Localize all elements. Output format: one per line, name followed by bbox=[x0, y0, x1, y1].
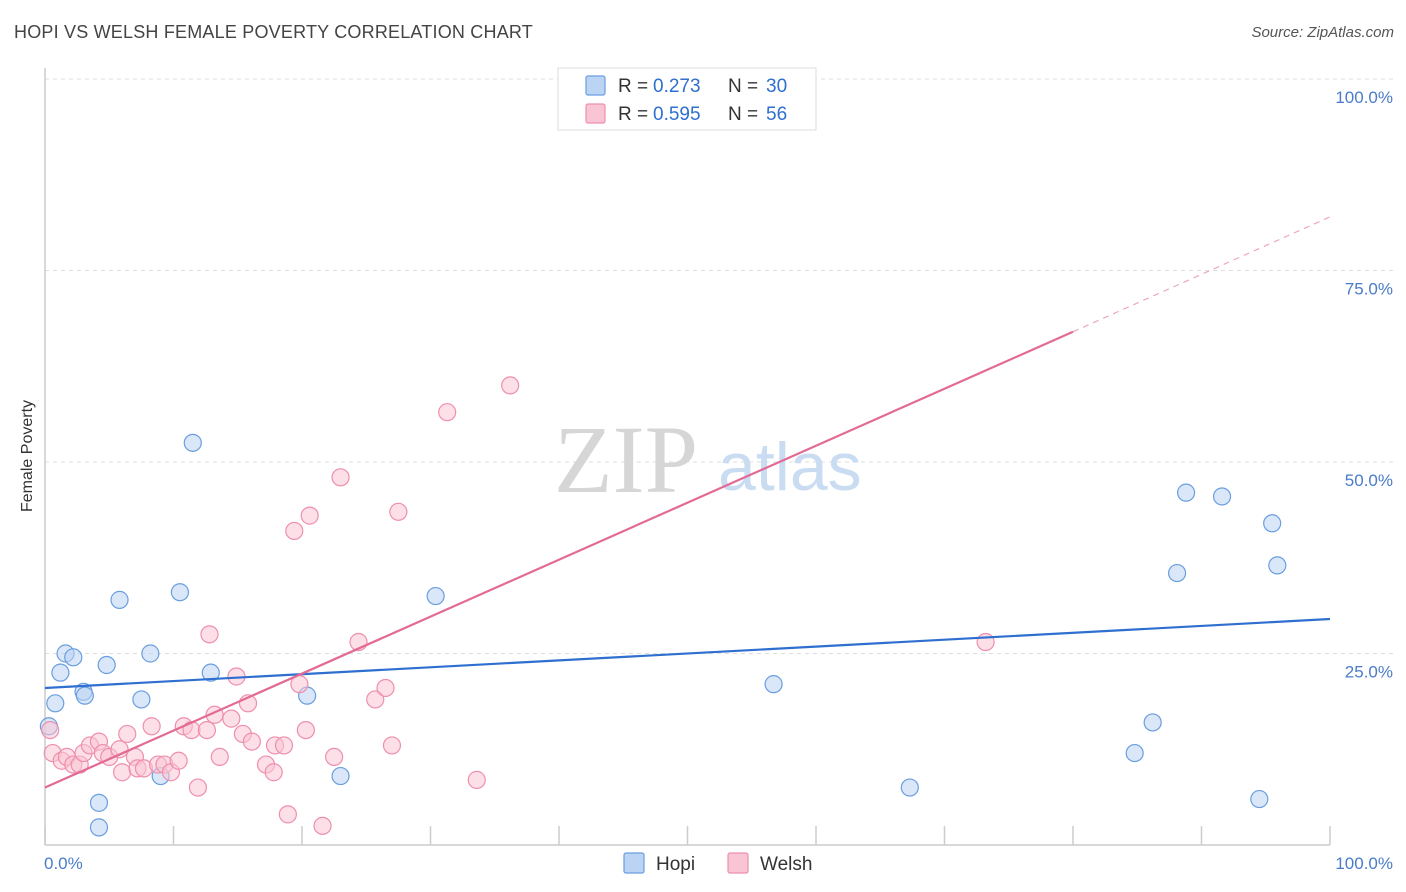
welsh-point bbox=[438, 403, 457, 422]
welsh-point bbox=[222, 709, 241, 728]
axes bbox=[44, 68, 1331, 846]
legend-r-value: 0.595 bbox=[653, 104, 701, 125]
legend-r-value: 0.273 bbox=[653, 76, 701, 97]
welsh-point bbox=[118, 724, 137, 744]
welsh-point bbox=[274, 736, 294, 755]
welsh-point bbox=[169, 751, 188, 770]
welsh-point bbox=[278, 805, 297, 824]
welsh-point bbox=[41, 720, 60, 740]
chart-title: HOPI VS WELSH FEMALE POVERTY CORRELATION… bbox=[14, 22, 533, 42]
source-label: Source: ZipAtlas.com bbox=[1251, 24, 1394, 41]
welsh-point bbox=[313, 816, 332, 835]
legend-n-label: N = bbox=[728, 76, 758, 97]
welsh-point bbox=[200, 625, 219, 644]
hopi-point bbox=[89, 818, 109, 837]
welsh-point bbox=[325, 747, 344, 767]
welsh-point bbox=[376, 678, 395, 698]
welsh-point bbox=[264, 763, 283, 782]
hopi-point bbox=[183, 433, 202, 452]
hopi-point bbox=[764, 675, 783, 694]
welsh-point bbox=[142, 717, 161, 736]
hopi-point bbox=[46, 694, 65, 713]
welsh-point bbox=[188, 778, 208, 797]
hopi-point bbox=[132, 690, 151, 709]
welsh-point bbox=[366, 690, 385, 709]
hopi-point bbox=[170, 583, 190, 602]
hopi-point bbox=[1268, 556, 1287, 575]
welsh-trend-extension bbox=[1072, 216, 1331, 333]
welsh-point bbox=[112, 763, 132, 782]
bottom-legend-swatch bbox=[623, 852, 645, 874]
hopi-point bbox=[51, 663, 70, 682]
x-tick-label-min: 0.0% bbox=[44, 854, 83, 873]
legend-r-label: R = bbox=[618, 104, 648, 125]
welsh-point bbox=[976, 632, 995, 652]
hopi-point bbox=[75, 686, 94, 705]
legend-n-value: 56 bbox=[766, 104, 787, 125]
tick-labels: 25.0% 50.0% 75.0% 100.0% 0.0% 100.0% bbox=[44, 88, 1393, 873]
welsh-point bbox=[296, 720, 315, 740]
hopi-point bbox=[331, 766, 350, 786]
x-tick-label-max: 100.0% bbox=[1335, 854, 1393, 873]
hopi-trend-line bbox=[44, 617, 1331, 690]
welsh-point bbox=[389, 502, 408, 521]
welsh-point bbox=[210, 747, 229, 767]
hopi-point bbox=[141, 644, 160, 663]
legend-n-value: 30 bbox=[766, 76, 787, 97]
bottom-legend-label: Hopi bbox=[656, 854, 695, 875]
y-tick-label: 100.0% bbox=[1335, 88, 1393, 107]
welsh-point bbox=[285, 521, 304, 541]
hopi-point bbox=[900, 778, 919, 797]
legend-swatch bbox=[585, 103, 606, 124]
points bbox=[39, 73, 1287, 837]
watermark-atlas: atlas bbox=[718, 429, 862, 505]
trend-lines bbox=[44, 216, 1331, 789]
legend-n-label: N = bbox=[728, 104, 758, 125]
bottom-legend-label: Welsh bbox=[760, 854, 812, 875]
welsh-trend-line bbox=[44, 330, 1074, 789]
y-tick-label: 75.0% bbox=[1345, 280, 1393, 299]
hopi-point bbox=[97, 655, 116, 675]
hopi-point bbox=[1125, 743, 1144, 763]
welsh-point bbox=[242, 732, 261, 751]
y-tick-label: 25.0% bbox=[1345, 663, 1393, 682]
watermark-zip: ZIP bbox=[554, 406, 698, 513]
bottom-legend: Hopi Welsh bbox=[623, 852, 812, 875]
hopi-point bbox=[426, 586, 445, 606]
legend: R = 0.273 N = 30 R = 0.595 N = 56 bbox=[557, 67, 817, 131]
hopi-point bbox=[64, 648, 83, 667]
hopi-point bbox=[1167, 563, 1187, 583]
hopi-point bbox=[1212, 487, 1232, 506]
welsh-point bbox=[300, 506, 319, 525]
hopi-point bbox=[1143, 713, 1162, 732]
legend-swatch bbox=[585, 75, 606, 96]
hopi-point bbox=[110, 590, 129, 609]
welsh-point bbox=[501, 376, 520, 395]
hopi-point bbox=[1263, 514, 1282, 533]
welsh-point bbox=[197, 720, 217, 740]
welsh-point bbox=[382, 736, 402, 755]
hopi-point bbox=[1176, 483, 1196, 502]
hopi-point bbox=[89, 793, 109, 812]
grid bbox=[45, 78, 1393, 654]
bottom-legend-swatch bbox=[727, 852, 749, 874]
hopi-point bbox=[201, 663, 220, 682]
legend-r-label: R = bbox=[618, 76, 648, 97]
welsh-point bbox=[467, 770, 486, 789]
watermark: ZIP atlas bbox=[554, 406, 862, 513]
hopi-point bbox=[1250, 789, 1269, 809]
y-tick-label: 50.0% bbox=[1345, 471, 1393, 490]
welsh-point bbox=[331, 468, 350, 487]
